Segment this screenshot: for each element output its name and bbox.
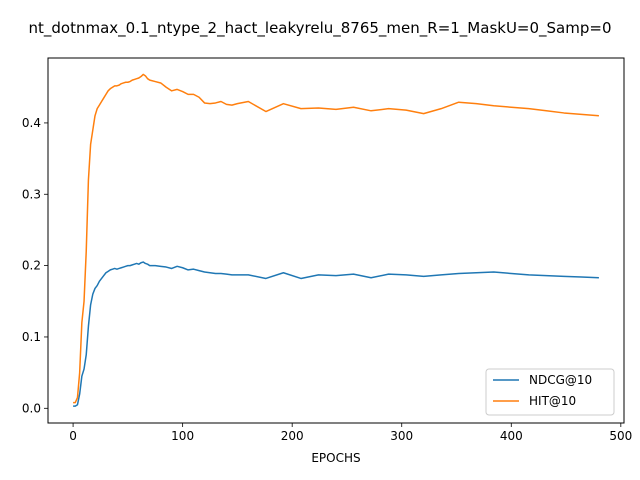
y-tick-label: 0.3 [22, 187, 41, 201]
x-tick-label: 200 [281, 429, 304, 443]
series-line-1 [73, 73, 599, 404]
legend-label-1: HIT@10 [529, 394, 576, 408]
axes-frame [47, 57, 625, 424]
chart-title: nt_dotnmax_0.1_ntype_2_hact_leakyrelu_87… [29, 19, 612, 38]
axis-ticks: 0 100 200 300 400 500 0.0 0.1 0.2 0.3 0.4 [22, 116, 632, 443]
y-tick-label: 0.2 [22, 259, 41, 273]
x-tick-label: 100 [171, 429, 194, 443]
y-tick-label: 0.1 [22, 330, 41, 344]
x-tick-label: 400 [500, 429, 523, 443]
x-axis-label: EPOCHS [311, 451, 360, 465]
legend: NDCG@10 HIT@10 [485, 368, 615, 416]
x-tick-label: 500 [609, 429, 632, 443]
y-tick-label: 0.4 [22, 116, 41, 130]
series-line-0 [73, 261, 599, 407]
plot-area [73, 73, 599, 407]
y-tick-label: 0.0 [22, 401, 41, 415]
legend-label-0: NDCG@10 [529, 373, 592, 387]
x-tick-label: 300 [390, 429, 413, 443]
x-tick-label: 0 [69, 429, 77, 443]
